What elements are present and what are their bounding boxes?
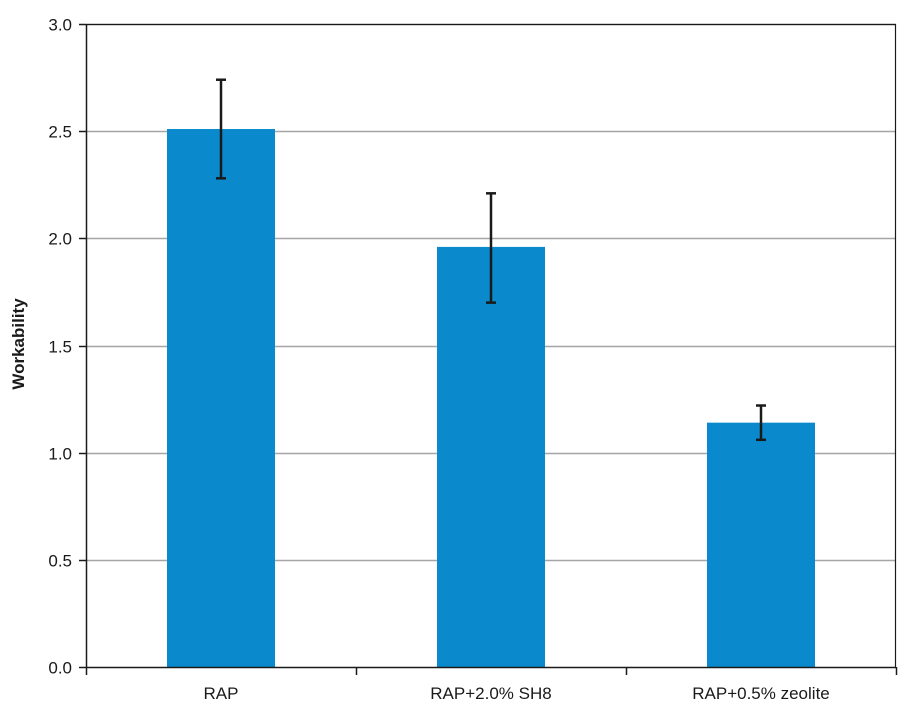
- y-tick-label: 3.0: [48, 16, 72, 35]
- y-tick-label: 0.5: [48, 552, 72, 571]
- bar: [437, 246, 545, 667]
- y-tick-label: 2.0: [48, 230, 72, 249]
- error-bars: [216, 78, 766, 442]
- bars: [167, 129, 815, 668]
- x-tick-label: RAP+2.0% SH8: [430, 684, 551, 703]
- y-axis-title: Workability: [9, 298, 28, 390]
- y-tick-label: 1.0: [48, 445, 72, 464]
- axes: [79, 23, 898, 675]
- x-tick-label: RAP: [204, 684, 239, 703]
- bar: [167, 129, 275, 668]
- x-tick-label: RAP+0.5% zeolite: [692, 684, 830, 703]
- bar: [707, 422, 815, 667]
- y-tick-labels: 0.0 0.5 1.0 1.5 2.0 2.5 3.0: [48, 16, 72, 678]
- y-tick-label: 0.0: [48, 659, 72, 678]
- y-tick-label: 1.5: [48, 338, 72, 357]
- x-tick-labels: RAP RAP+2.0% SH8 RAP+0.5% zeolite: [204, 684, 830, 703]
- y-tick-label: 2.5: [48, 123, 72, 142]
